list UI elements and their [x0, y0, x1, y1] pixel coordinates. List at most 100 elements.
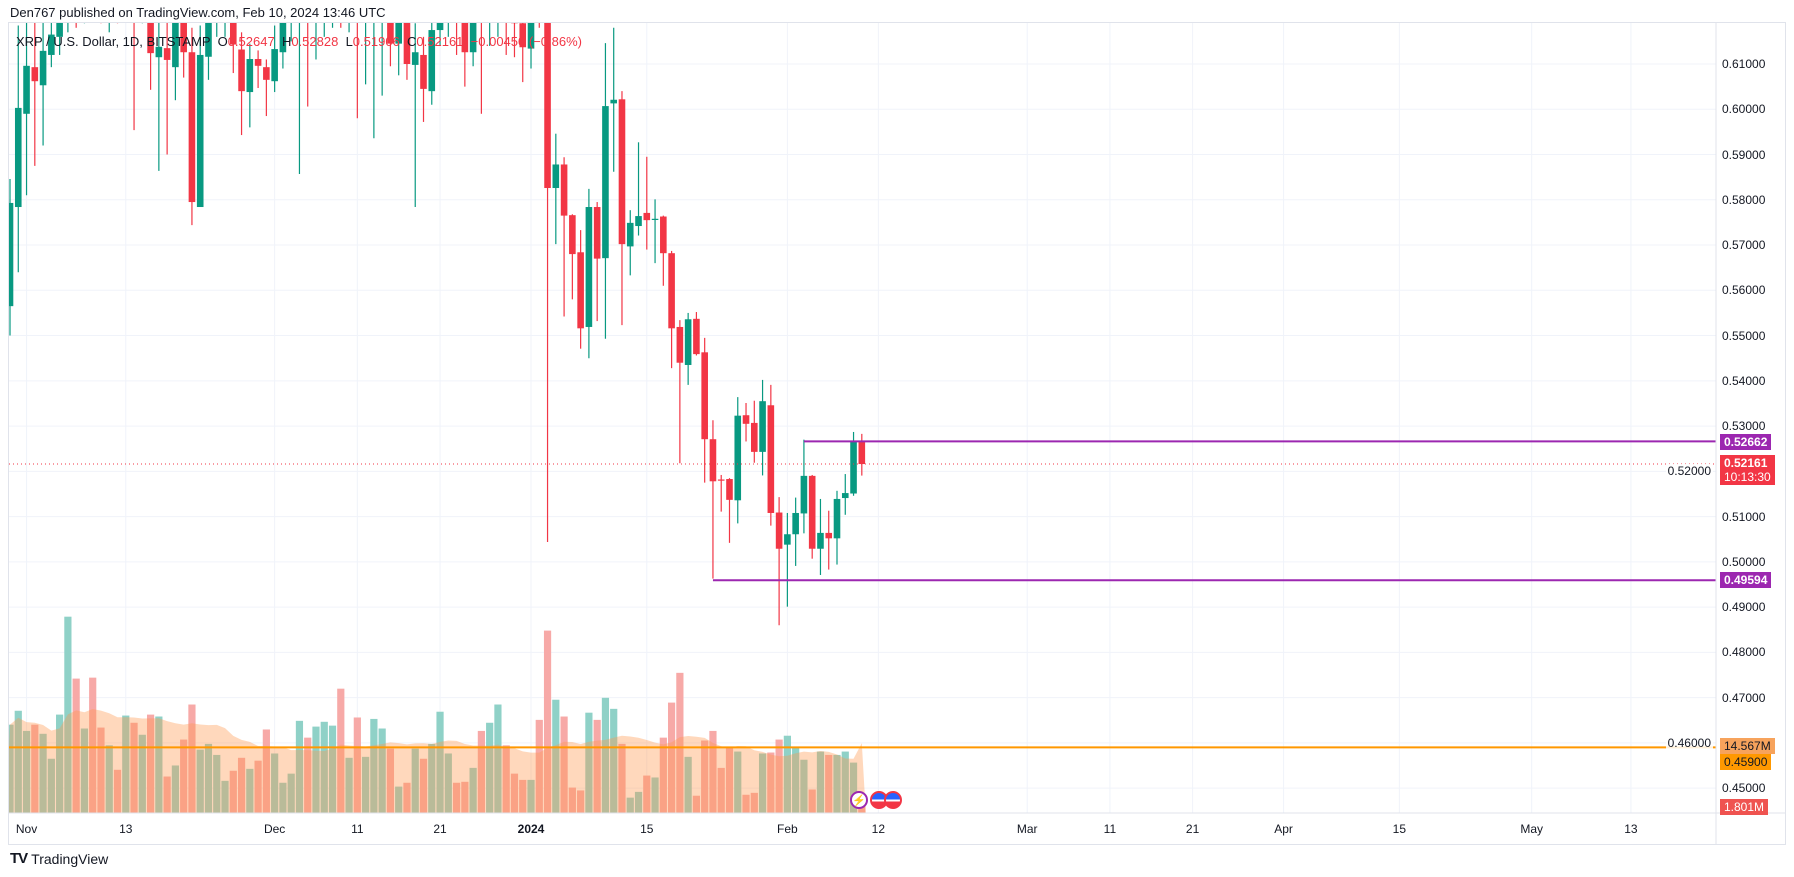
candle: [155, 23, 163, 171]
candle: [229, 23, 237, 74]
candle: [684, 312, 692, 385]
open-label: O: [217, 34, 228, 49]
candle-body: [56, 23, 63, 37]
price-tick-label: 0.54000: [1722, 373, 1766, 388]
horizontal-levels[interactable]: [9, 440, 1716, 749]
candle: [420, 36, 427, 122]
time-tick-label: 13: [119, 822, 133, 836]
volume-bar: [155, 716, 163, 813]
candle-body: [734, 415, 742, 501]
time-tick-label: 21: [1185, 822, 1200, 836]
volume-bar: [783, 735, 791, 813]
price-tick-label: 0.47000: [1722, 690, 1766, 705]
candle-body: [469, 23, 477, 53]
symbol-name[interactable]: XRP / U.S. Dollar, 1D, BITSTAMP: [16, 34, 211, 49]
volume-bar: [304, 737, 312, 813]
candle-body: [403, 23, 411, 64]
volume-bar: [80, 728, 89, 813]
volume-bar: [353, 717, 361, 813]
volume-bar: [758, 753, 767, 813]
time-tick-label: May: [1520, 822, 1544, 836]
candle: [792, 497, 799, 566]
candle: [133, 23, 135, 131]
volume-bar: [734, 751, 742, 813]
us-flag-event-icon-2[interactable]: [884, 791, 902, 809]
candle-body: [577, 252, 584, 329]
high-value: 0.52828: [291, 34, 339, 49]
candle: [538, 23, 540, 28]
volume-ma-tag: 14.567M: [1720, 738, 1775, 754]
volume-bar: [767, 752, 775, 813]
candle-body: [751, 422, 758, 452]
candle: [108, 23, 110, 33]
volume-bar: [362, 756, 370, 813]
volume-bar: [312, 726, 320, 813]
candle-body: [742, 415, 750, 424]
volume-bar: [643, 775, 651, 813]
candle: [356, 23, 358, 119]
price-tick-label: 0.46000: [1665, 735, 1713, 750]
candle: [701, 337, 708, 483]
volume-bar: [692, 795, 701, 813]
candle: [263, 59, 270, 117]
volume-bar: [105, 745, 113, 813]
volume-bar: [138, 734, 146, 813]
candle-body: [395, 23, 402, 44]
volume-bar: [477, 730, 485, 813]
volume-bar: [403, 782, 411, 813]
candle-body: [552, 164, 560, 189]
volume-bars: [9, 616, 866, 813]
candle-body: [122, 0, 129, 10]
candle: [693, 312, 700, 356]
lightning-event-icon[interactable]: ⚡: [850, 791, 868, 809]
tradingview-logo-icon[interactable]: TV: [10, 850, 28, 867]
candle: [569, 214, 576, 300]
volume-bar: [775, 739, 783, 813]
chart-pane[interactable]: [8, 22, 1786, 845]
close-label: C: [407, 34, 417, 49]
price-tick-label: 0.59000: [1722, 147, 1766, 162]
time-tick-label: 12: [871, 822, 886, 836]
support-price-tag: 0.49594: [1720, 572, 1772, 588]
candle-body: [172, 23, 179, 68]
candle: [511, 23, 518, 58]
time-tick-label: Mar: [1016, 822, 1038, 836]
tradingview-brand[interactable]: TradingView: [31, 850, 109, 867]
volume-bar: [345, 757, 353, 813]
low-value: 0.51906: [352, 34, 400, 49]
candle-body: [263, 67, 270, 80]
volume-bar: [519, 779, 527, 813]
candle: [825, 510, 833, 570]
footer: TV TradingView: [10, 850, 108, 867]
candle: [610, 27, 618, 172]
volume-bar: [39, 733, 47, 813]
candle: [271, 25, 278, 93]
price-tick-label: 0.48000: [1722, 645, 1766, 660]
candle-body: [511, 23, 518, 24]
candle-body: [254, 59, 262, 66]
candle: [290, 23, 292, 42]
volume-bar: [163, 776, 171, 813]
volume-bar: [89, 677, 97, 813]
candle: [497, 23, 499, 37]
candle: [238, 32, 245, 136]
bar-countdown: 10:13:30: [1724, 470, 1771, 484]
candle: [447, 23, 449, 37]
candle-body: [23, 65, 30, 114]
candle: [858, 433, 866, 476]
candle-body: [387, 23, 394, 44]
volume-bar: [56, 714, 64, 813]
candle-body: [668, 253, 675, 329]
candle: [436, 23, 444, 46]
candle-body: [684, 319, 692, 365]
volume-bar: [841, 751, 849, 813]
candle: [489, 23, 491, 46]
volume-bar: [568, 787, 576, 813]
volume-bar: [816, 751, 825, 813]
candle-body: [635, 216, 642, 227]
candle: [381, 23, 383, 96]
candle: [163, 23, 171, 155]
volume-bar: [585, 712, 593, 813]
candle-body: [850, 441, 857, 494]
